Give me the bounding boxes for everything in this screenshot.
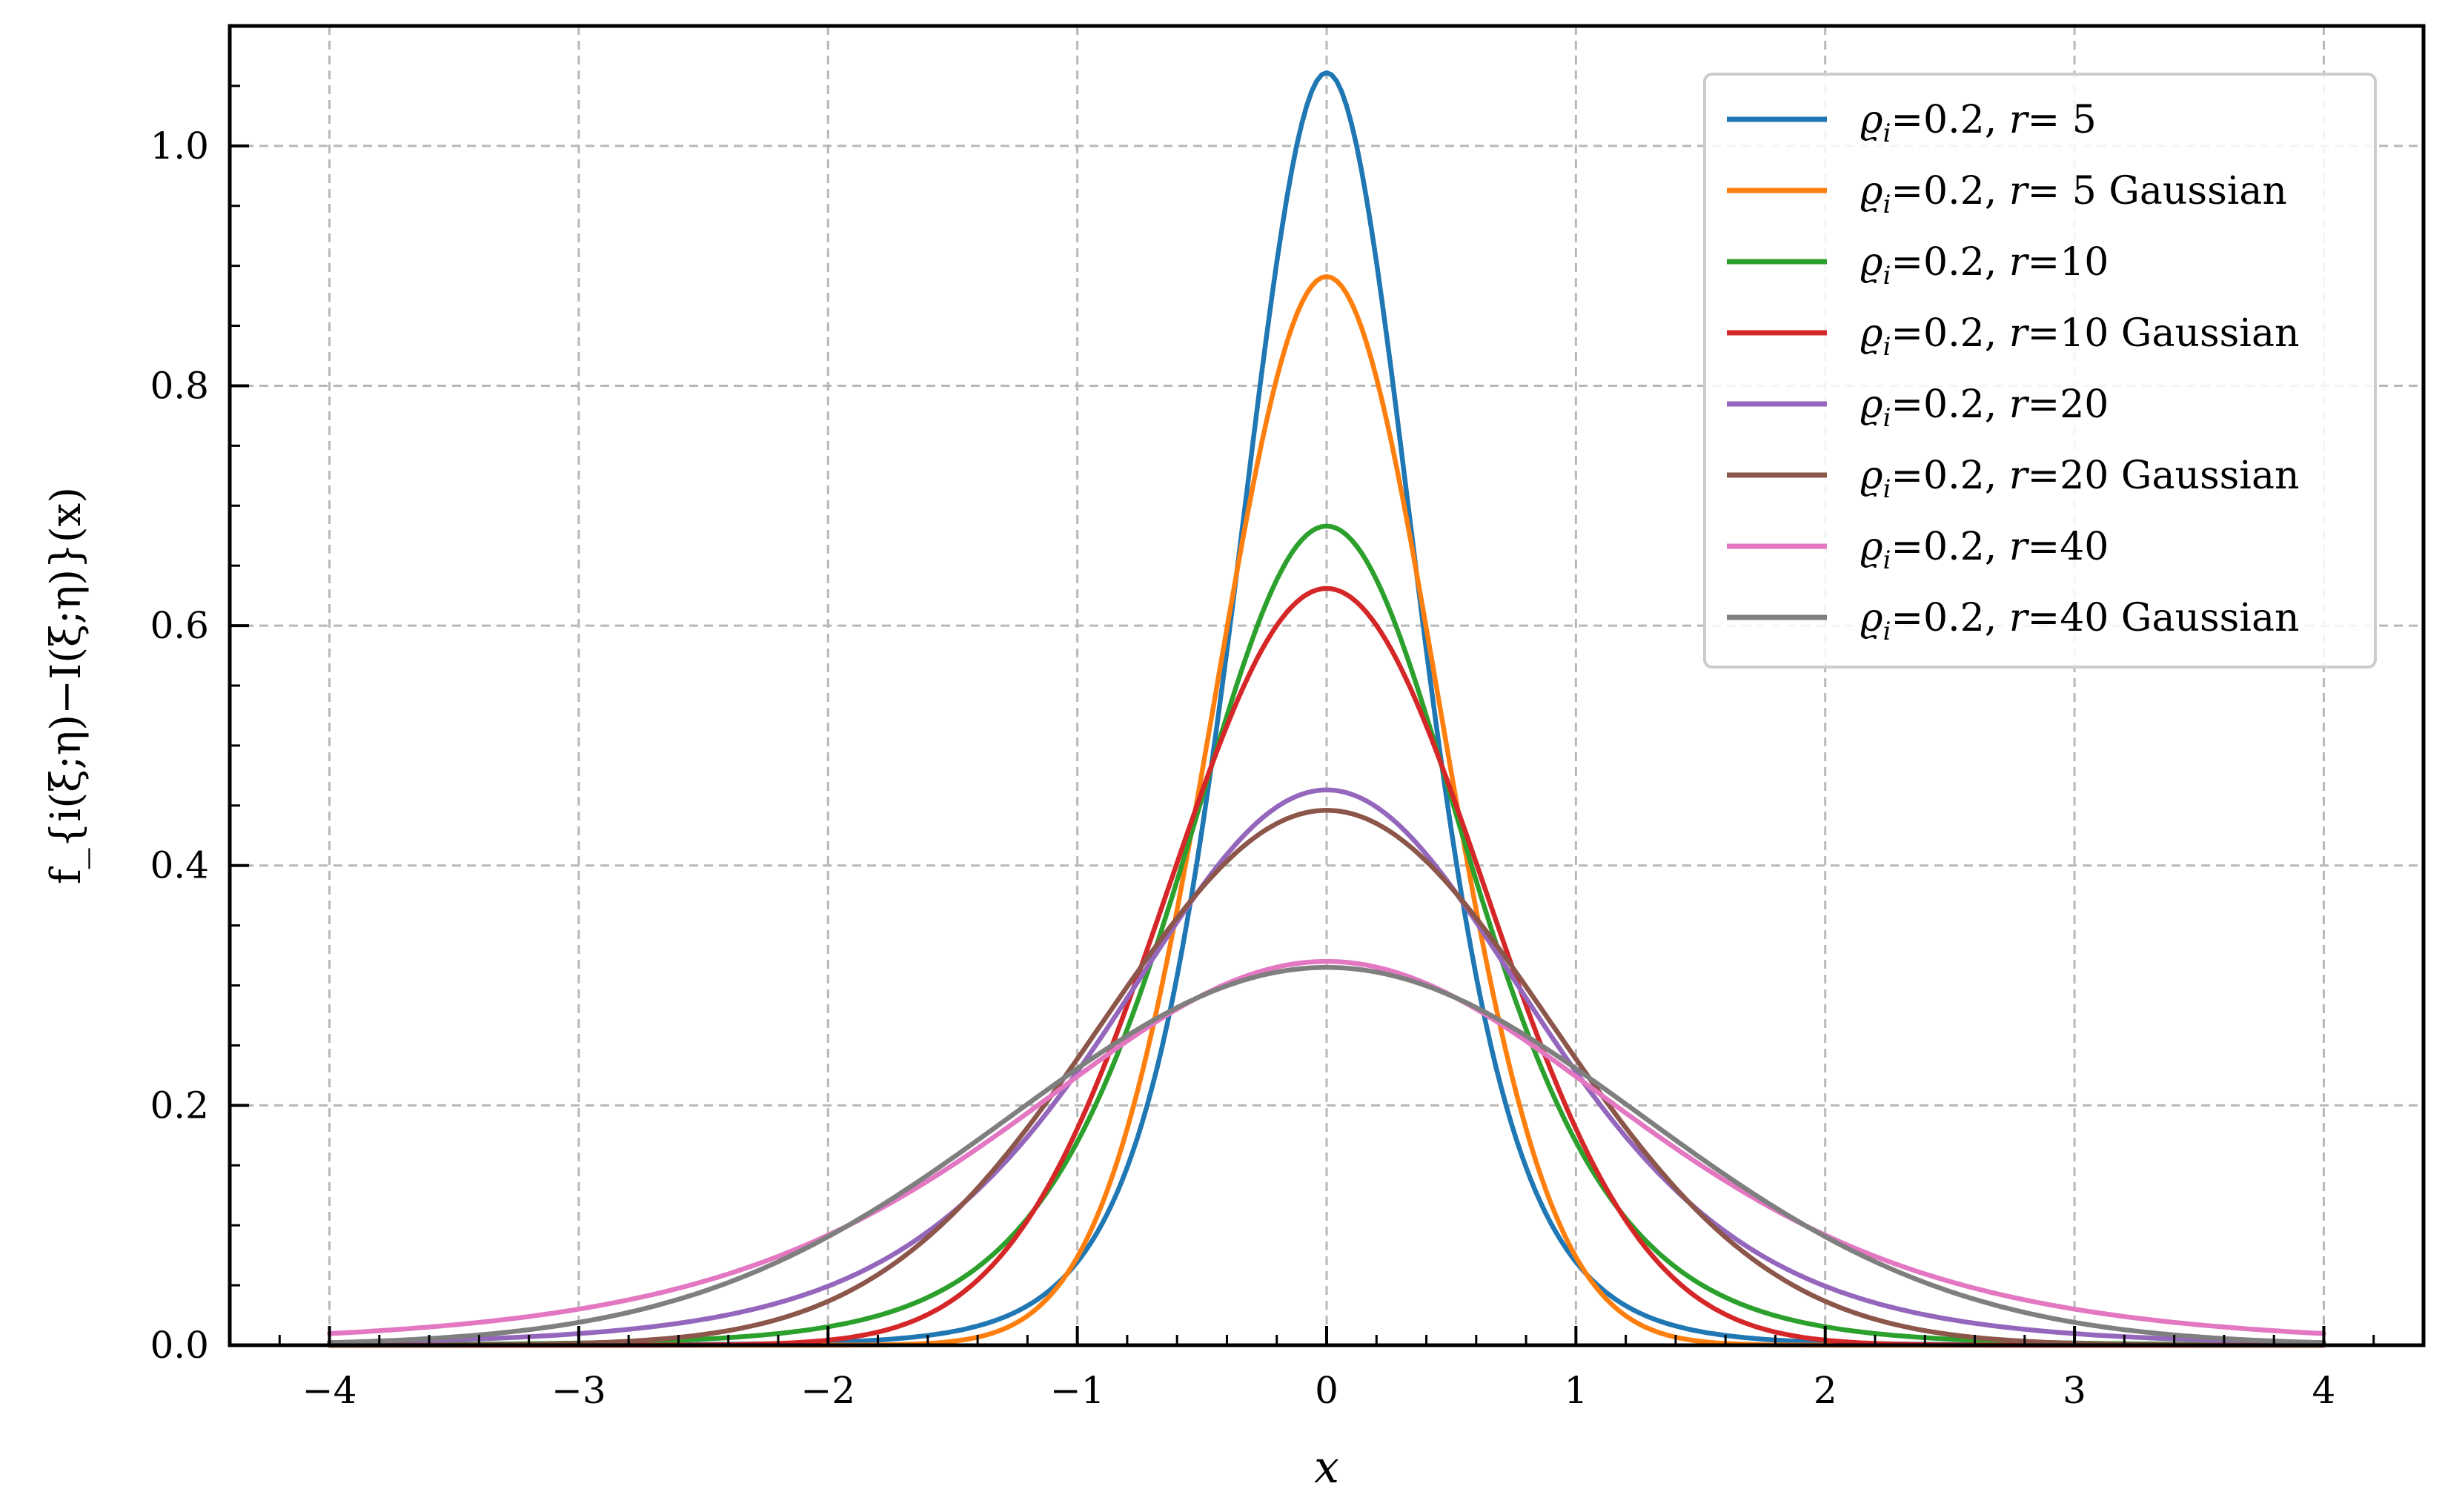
legend-label: ϱi=0.2, r=40 bbox=[1860, 525, 2109, 575]
y-tick-label: 0.4 bbox=[150, 844, 209, 887]
legend-frame bbox=[1703, 73, 2377, 669]
x-tick-label: 4 bbox=[2312, 1369, 2336, 1412]
series-line-7 bbox=[327, 958, 2326, 1336]
legend-label: ϱi=0.2, r= 5 Gaussian bbox=[1860, 169, 2287, 219]
axis-ticks bbox=[230, 84, 2375, 1347]
x-tick-label: −3 bbox=[551, 1369, 606, 1412]
series-line-8 bbox=[327, 965, 2326, 1345]
series-line-5 bbox=[327, 787, 2326, 1345]
legend-label: ϱi=0.2, r=10 bbox=[1860, 240, 2109, 291]
y-tick-label: 0.8 bbox=[150, 364, 209, 407]
x-tick-labels: −4 −3 −2 −1 0 1 2 3 4 bbox=[302, 1369, 2336, 1412]
legend-item: ϱi=0.2, r=40 bbox=[1727, 525, 2109, 575]
y-tick-label: 1.0 bbox=[150, 125, 209, 168]
legend-item: ϱi=0.2, r= 5 bbox=[1727, 98, 2097, 148]
y-tick-label: 0.2 bbox=[150, 1084, 209, 1127]
legend-label: ϱi=0.2, r=20 Gaussian bbox=[1860, 454, 2299, 504]
x-tick-label: −4 bbox=[302, 1369, 357, 1412]
legend-item: ϱi=0.2, r=10 Gaussian bbox=[1727, 311, 2299, 362]
legend-item: ϱi=0.2, r=20 Gaussian bbox=[1727, 454, 2299, 504]
legend-label: ϱi=0.2, r=10 Gaussian bbox=[1860, 311, 2299, 362]
legend: ϱi=0.2, r= 5 ϱi=0.2, r= 5 Gaussian ϱi=0.2,… bbox=[1703, 73, 2377, 669]
legend-item: ϱi=0.2, r=40 Gaussian bbox=[1727, 596, 2299, 646]
y-axis-title: f_{i(ξ;η)−I(ξ;η)}(x) bbox=[42, 487, 90, 884]
x-tick-label: −2 bbox=[800, 1369, 855, 1412]
x-tick-label: 2 bbox=[1814, 1369, 1837, 1412]
x-tick-label: 0 bbox=[1315, 1369, 1338, 1412]
x-tick-label: 1 bbox=[1564, 1369, 1588, 1412]
y-tick-label: 0.0 bbox=[150, 1324, 209, 1367]
y-tick-label: 0.6 bbox=[150, 604, 209, 647]
x-axis-title: x bbox=[1314, 1442, 1339, 1493]
legend-item: ϱi=0.2, r=20 bbox=[1727, 382, 2109, 433]
legend-label: ϱi=0.2, r=40 Gaussian bbox=[1860, 596, 2299, 646]
x-tick-label: 3 bbox=[2063, 1369, 2086, 1412]
legend-label: ϱi=0.2, r= 5 bbox=[1860, 98, 2097, 148]
legend-item: ϱi=0.2, r=10 bbox=[1727, 240, 2109, 291]
legend-item: ϱi=0.2, r= 5 Gaussian bbox=[1727, 169, 2287, 219]
y-axis-title-text: f_{i(ξ;η)−I(ξ;η)}(x) bbox=[42, 487, 90, 884]
x-tick-label: −1 bbox=[1050, 1369, 1105, 1412]
legend-label: ϱi=0.2, r=20 bbox=[1860, 382, 2109, 433]
series-line-6 bbox=[327, 808, 2326, 1348]
y-tick-labels: 0.0 0.2 0.4 0.6 0.8 1.0 bbox=[150, 125, 209, 1367]
